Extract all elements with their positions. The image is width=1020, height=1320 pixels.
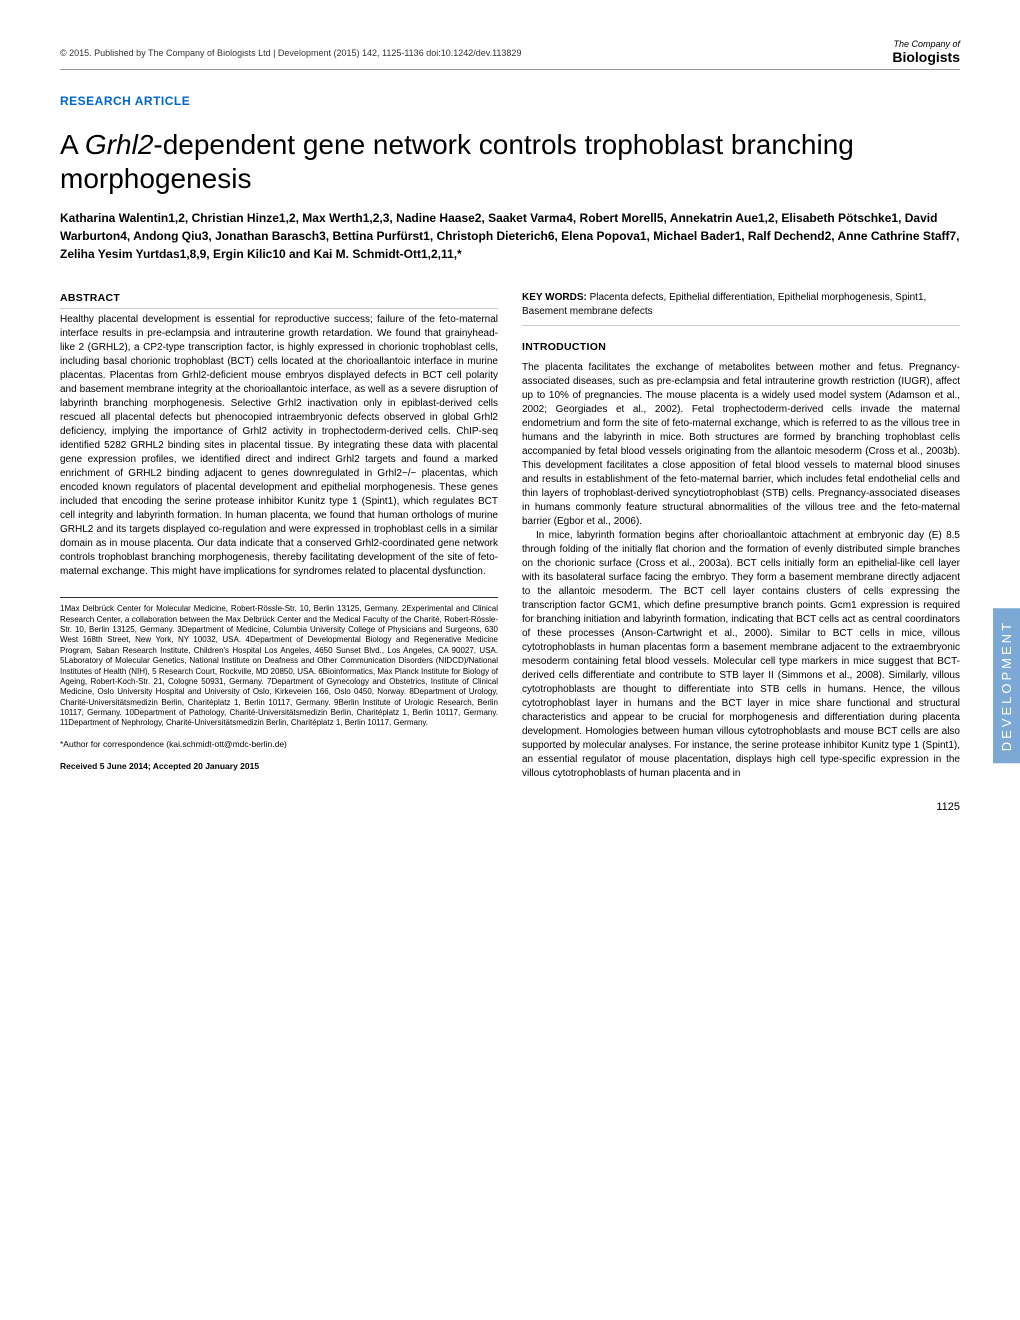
received-dates: Received 5 June 2014; Accepted 20 Januar… [60, 761, 498, 773]
intro-para-2: In mice, labyrinth formation begins afte… [522, 529, 960, 781]
publisher-logo: The Company of Biologists [892, 40, 960, 65]
abstract-header: ABSTRACT [60, 291, 498, 309]
keywords-label: KEY WORDS: [522, 292, 587, 303]
header-copyright: © 2015. Published by The Company of Biol… [60, 48, 521, 58]
logo-bottom-text: Biologists [892, 50, 960, 65]
article-type: RESEARCH ARTICLE [60, 94, 960, 108]
intro-para-1: The placenta facilitates the exchange of… [522, 361, 960, 529]
affiliations: 1Max Delbrück Center for Molecular Medic… [60, 597, 498, 729]
title-pre: A [60, 129, 85, 160]
authors-list: Katharina Walentin1,2, Christian Hinze1,… [60, 209, 960, 263]
introduction-header: INTRODUCTION [522, 340, 960, 357]
right-column: KEY WORDS: Placenta defects, Epithelial … [522, 291, 960, 781]
abstract-text: Healthy placental development is essenti… [60, 313, 498, 579]
title-italic: Grhl2 [85, 129, 153, 160]
header: © 2015. Published by The Company of Biol… [60, 40, 960, 70]
title-post: -dependent gene network controls trophob… [60, 129, 854, 194]
correspondence: *Author for correspondence (kai.schmidt-… [60, 739, 498, 751]
introduction-text: The placenta facilitates the exchange of… [522, 361, 960, 781]
article-title: A Grhl2-dependent gene network controls … [60, 128, 960, 195]
side-banner: DEVELOPMENT [993, 608, 1020, 763]
page-number: 1125 [60, 801, 960, 813]
keywords: KEY WORDS: Placenta defects, Epithelial … [522, 291, 960, 326]
left-column: ABSTRACT Healthy placental development i… [60, 291, 498, 781]
